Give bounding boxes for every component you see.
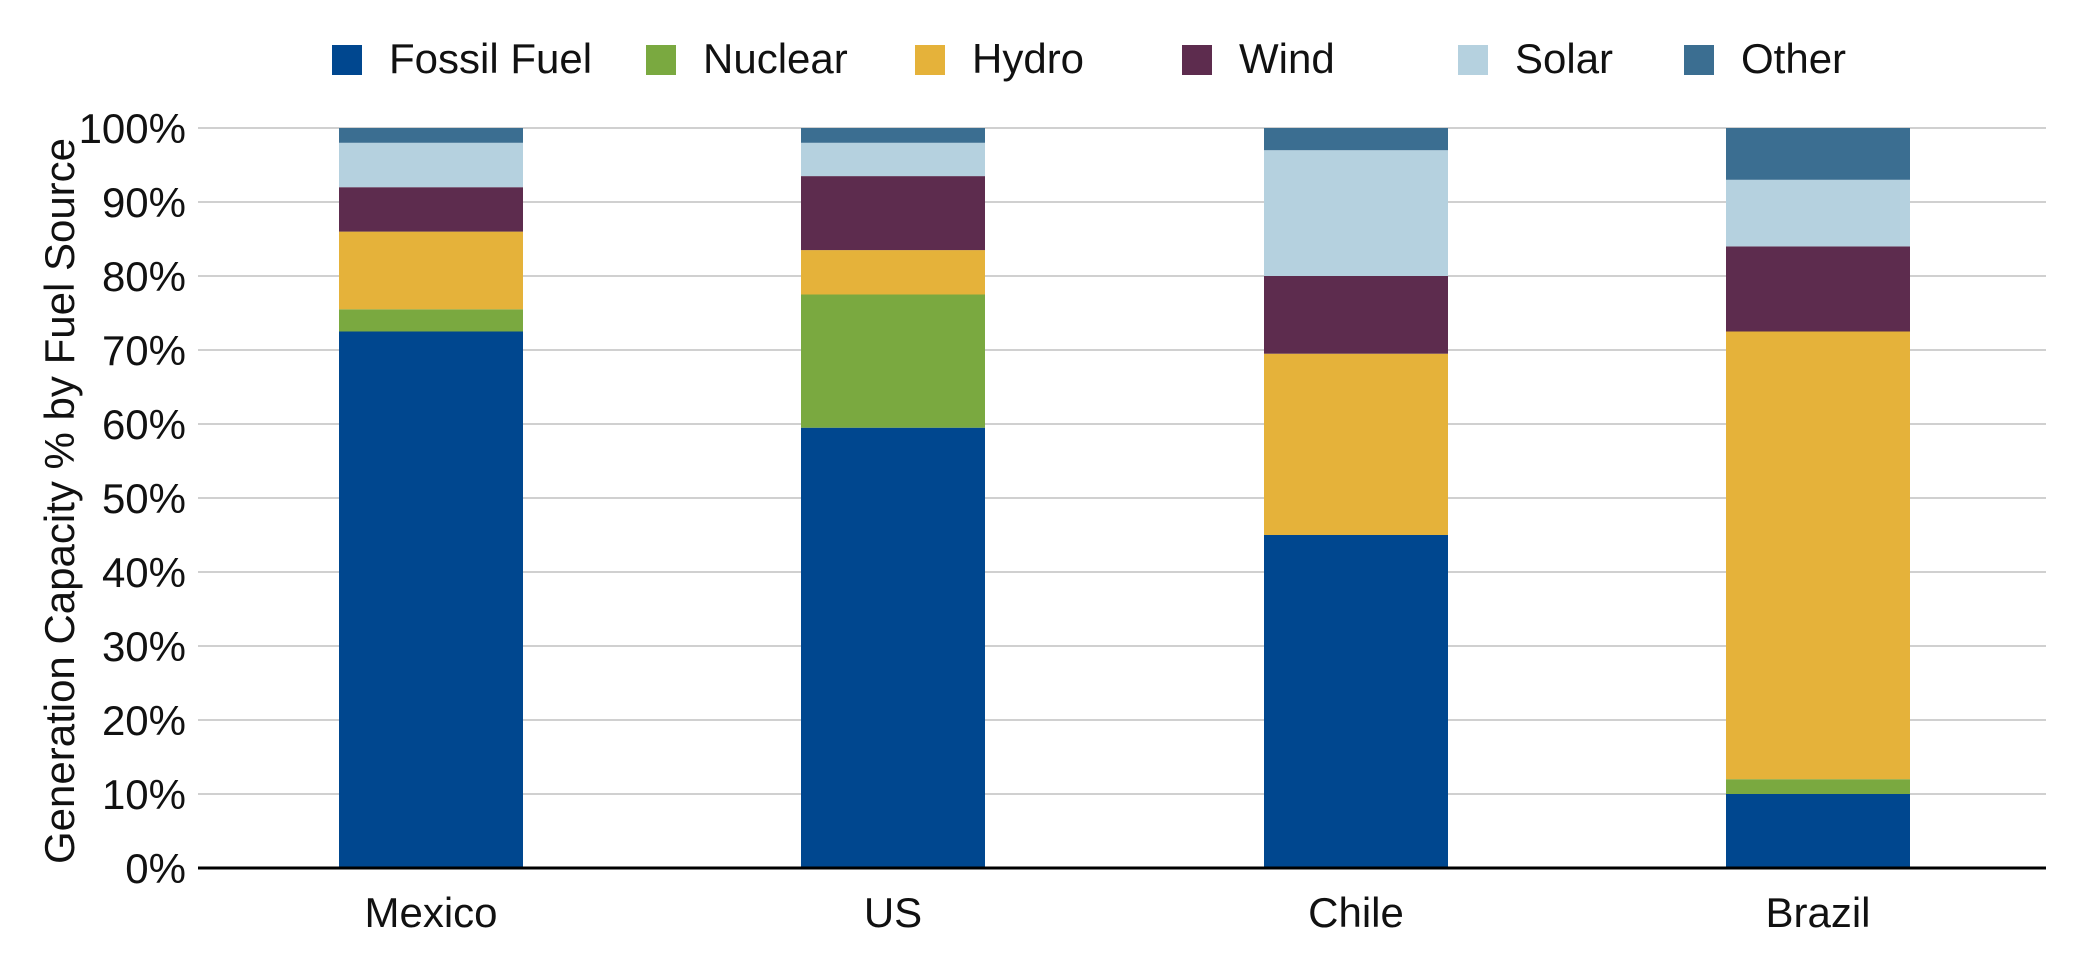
legend-label: Hydro [972, 35, 1084, 82]
y-tick-label: 20% [102, 697, 186, 744]
bar-segment-mexico-wind [339, 187, 523, 232]
bar-segment-brazil-other [1726, 128, 1910, 180]
bar-segment-chile-solar [1264, 150, 1448, 276]
bar-segment-us-wind [801, 176, 985, 251]
bar-segment-chile-hydro [1264, 353, 1448, 535]
legend-swatch [332, 45, 362, 75]
bar-segment-chile-wind [1264, 276, 1448, 354]
y-tick-label: 50% [102, 475, 186, 522]
legend-item-wind: Wind [1182, 35, 1335, 82]
y-tick-label: 70% [102, 327, 186, 374]
legend-item-nuclear: Nuclear [646, 35, 848, 82]
bars [339, 128, 1910, 868]
bar-segment-brazil-fossil-fuel [1726, 794, 1910, 868]
bar-segment-us-fossil-fuel [801, 427, 985, 868]
legend-label: Solar [1515, 35, 1613, 82]
bar-segment-brazil-hydro [1726, 331, 1910, 780]
bar-segment-us-hydro [801, 250, 985, 295]
legend-swatch [646, 45, 676, 75]
legend-item-other: Other [1684, 35, 1846, 82]
bar-stack-mexico [339, 128, 523, 868]
y-axis-ticks: 0% 10% 20% 30% 40% 50% 60% 70% 80% 90% 100% [79, 105, 186, 892]
x-axis-ticks: Mexico US Chile Brazil [364, 889, 1870, 936]
bar-segment-us-other [801, 128, 985, 143]
legend-label: Fossil Fuel [389, 35, 592, 82]
legend-swatch [1458, 45, 1488, 75]
legend-swatch [915, 45, 945, 75]
legend: Fossil Fuel Nuclear Hydro Wind Solar Other [332, 35, 1846, 82]
bar-segment-us-nuclear [801, 294, 985, 428]
y-tick-label: 100% [79, 105, 186, 152]
bar-stack-brazil [1726, 128, 1910, 868]
legend-label: Nuclear [703, 35, 848, 82]
bar-segment-mexico-hydro [339, 231, 523, 310]
y-tick-label: 10% [102, 771, 186, 818]
bar-segment-mexico-nuclear [339, 309, 523, 332]
legend-item-fossil-fuel: Fossil Fuel [332, 35, 592, 82]
legend-label: Wind [1239, 35, 1335, 82]
y-axis-title: Generation Capacity % by Fuel Source [36, 138, 83, 864]
y-tick-label: 0% [125, 845, 186, 892]
y-tick-label: 60% [102, 401, 186, 448]
y-tick-label: 90% [102, 179, 186, 226]
bar-segment-brazil-solar [1726, 179, 1910, 247]
legend-item-hydro: Hydro [915, 35, 1084, 82]
bar-segment-mexico-other [339, 128, 523, 143]
bar-segment-mexico-fossil-fuel [339, 331, 523, 868]
x-tick-label: Brazil [1765, 889, 1870, 936]
bar-segment-mexico-solar [339, 142, 523, 188]
bar-segment-chile-other [1264, 128, 1448, 151]
x-tick-label: US [864, 889, 922, 936]
bar-stack-us [801, 128, 985, 868]
bar-stack-chile [1264, 128, 1448, 868]
legend-swatch [1182, 45, 1212, 75]
bar-segment-us-solar [801, 142, 985, 177]
bar-segment-brazil-nuclear [1726, 779, 1910, 794]
bar-segment-chile-fossil-fuel [1264, 535, 1448, 868]
y-tick-label: 30% [102, 623, 186, 670]
legend-swatch [1684, 45, 1714, 75]
y-tick-label: 40% [102, 549, 186, 596]
legend-label: Other [1741, 35, 1846, 82]
bar-segment-brazil-wind [1726, 246, 1910, 332]
legend-item-solar: Solar [1458, 35, 1613, 82]
y-tick-label: 80% [102, 253, 186, 300]
x-tick-label: Chile [1308, 889, 1404, 936]
x-tick-label: Mexico [364, 889, 497, 936]
